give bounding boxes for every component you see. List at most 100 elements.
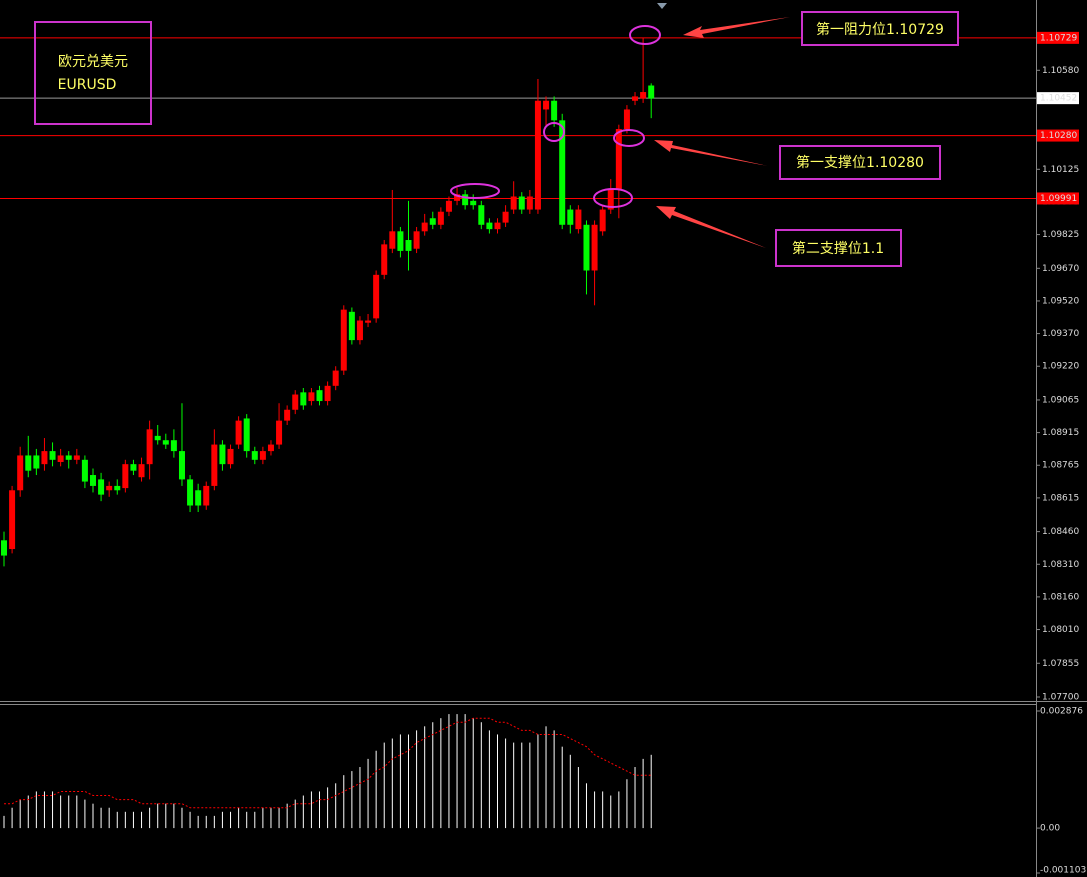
candle-body (454, 194, 461, 201)
candle-body (405, 240, 412, 251)
y-tick-label: 0.00 (1040, 824, 1060, 834)
y-tick-label: 1.08160 (1042, 592, 1079, 602)
candle-body (122, 464, 129, 489)
y-tick-label: 1.09670 (1042, 264, 1079, 274)
candle-body (300, 392, 307, 406)
candle-body (615, 129, 622, 190)
candle-body (567, 209, 574, 225)
candle-body (98, 479, 105, 495)
level-label-box (1037, 129, 1079, 142)
candle-body (640, 92, 647, 99)
candle-body (251, 451, 258, 460)
y-tick-label: 1.09825 (1042, 230, 1079, 240)
note-text: 第一阻力位1.10729 (816, 21, 944, 38)
candle-body (41, 451, 48, 465)
y-tick-label: 1.07700 (1042, 693, 1079, 703)
candle-body (356, 320, 363, 341)
candle-body (114, 485, 121, 491)
y-tick-label: 1.08915 (1042, 428, 1079, 438)
candle-body (308, 392, 315, 402)
arrow (683, 17, 790, 38)
candle-body (575, 209, 582, 230)
candle-body (551, 100, 558, 121)
candle-body (25, 455, 32, 471)
candle-body (1, 540, 7, 556)
y-tick-label: 1.07855 (1042, 659, 1079, 669)
arrow (656, 206, 766, 248)
candle-body (33, 455, 40, 469)
candle-body (413, 231, 420, 249)
candle-body (340, 309, 347, 371)
candle-body (365, 320, 372, 323)
candle-body (130, 464, 137, 471)
level-label: 1.09991 (1040, 194, 1077, 204)
candle-body (211, 444, 218, 486)
candle-body (73, 455, 80, 460)
y-tick-label: 1.08310 (1042, 560, 1079, 570)
candle-body (17, 455, 24, 491)
y-tick-label: 1.10580 (1042, 66, 1079, 76)
level-label-box (1037, 31, 1079, 44)
highlight-ellipse (450, 183, 500, 199)
note-text: EURUSD (58, 77, 117, 93)
candle-body (494, 222, 501, 230)
candle-body (381, 244, 388, 275)
candle-body (599, 209, 606, 232)
candle-body (276, 420, 283, 445)
candle-body (49, 451, 56, 460)
candle-body (81, 459, 88, 482)
signal-line (4, 717, 652, 809)
candle-body (591, 224, 598, 271)
arrow (654, 140, 768, 166)
candle-body (478, 205, 485, 225)
candle-body (607, 189, 614, 210)
candle-body (219, 444, 226, 465)
level-label-box (1037, 192, 1079, 205)
candle-body (57, 455, 64, 462)
shift-marker (657, 3, 667, 9)
candle-body (178, 451, 185, 480)
candle-body (195, 490, 202, 506)
candle-body (421, 222, 428, 232)
candle-body (227, 448, 234, 465)
candle-body (187, 479, 194, 506)
candle-body (154, 435, 161, 441)
highlight-ellipse (613, 129, 645, 147)
y-tick-label: 1.09065 (1042, 395, 1079, 405)
candle-body (486, 222, 493, 230)
note-text: 欧元兑美元 (58, 54, 128, 70)
y-tick-label: 1.08460 (1042, 527, 1079, 537)
y-tick-label: 1.10125 (1042, 165, 1079, 175)
level-label-box (1037, 92, 1079, 105)
candle-body (65, 455, 72, 460)
y-tick-label: 1.09520 (1042, 296, 1079, 306)
y-tick-label: -0.001103 (1040, 866, 1086, 876)
y-tick-label: 1.08010 (1042, 625, 1079, 635)
level-label: 1.10729 (1040, 33, 1077, 43)
candle-body (332, 370, 339, 386)
candle-body (146, 429, 153, 465)
candle-body (106, 485, 113, 491)
candle-body (9, 490, 16, 550)
candle-body (518, 196, 525, 210)
candle-body (632, 96, 639, 101)
note-text: 第二支撑位1.1 (792, 240, 884, 257)
candle-body (470, 200, 477, 206)
annotations: 欧元兑美元 EURUSD 第一阻力位1.10729 第一支撑位1.10280 第… (34, 11, 959, 267)
candle-body (583, 224, 590, 271)
candle-body (170, 440, 177, 452)
candle-body (243, 418, 250, 452)
candle-body (429, 218, 436, 225)
y-tick-label: 1.09220 (1042, 362, 1079, 372)
candle-body (648, 85, 655, 99)
y-tick-label: 1.09370 (1042, 329, 1079, 339)
candle-body (138, 464, 145, 478)
candle-body (284, 409, 291, 421)
candle-body (373, 274, 380, 319)
note-text: 第一支撑位1.10280 (796, 154, 924, 171)
plot-area: 1.105801.101251.099751.098251.096701.095… (0, 31, 1086, 876)
note-box (775, 229, 902, 267)
candle-body (437, 211, 444, 225)
